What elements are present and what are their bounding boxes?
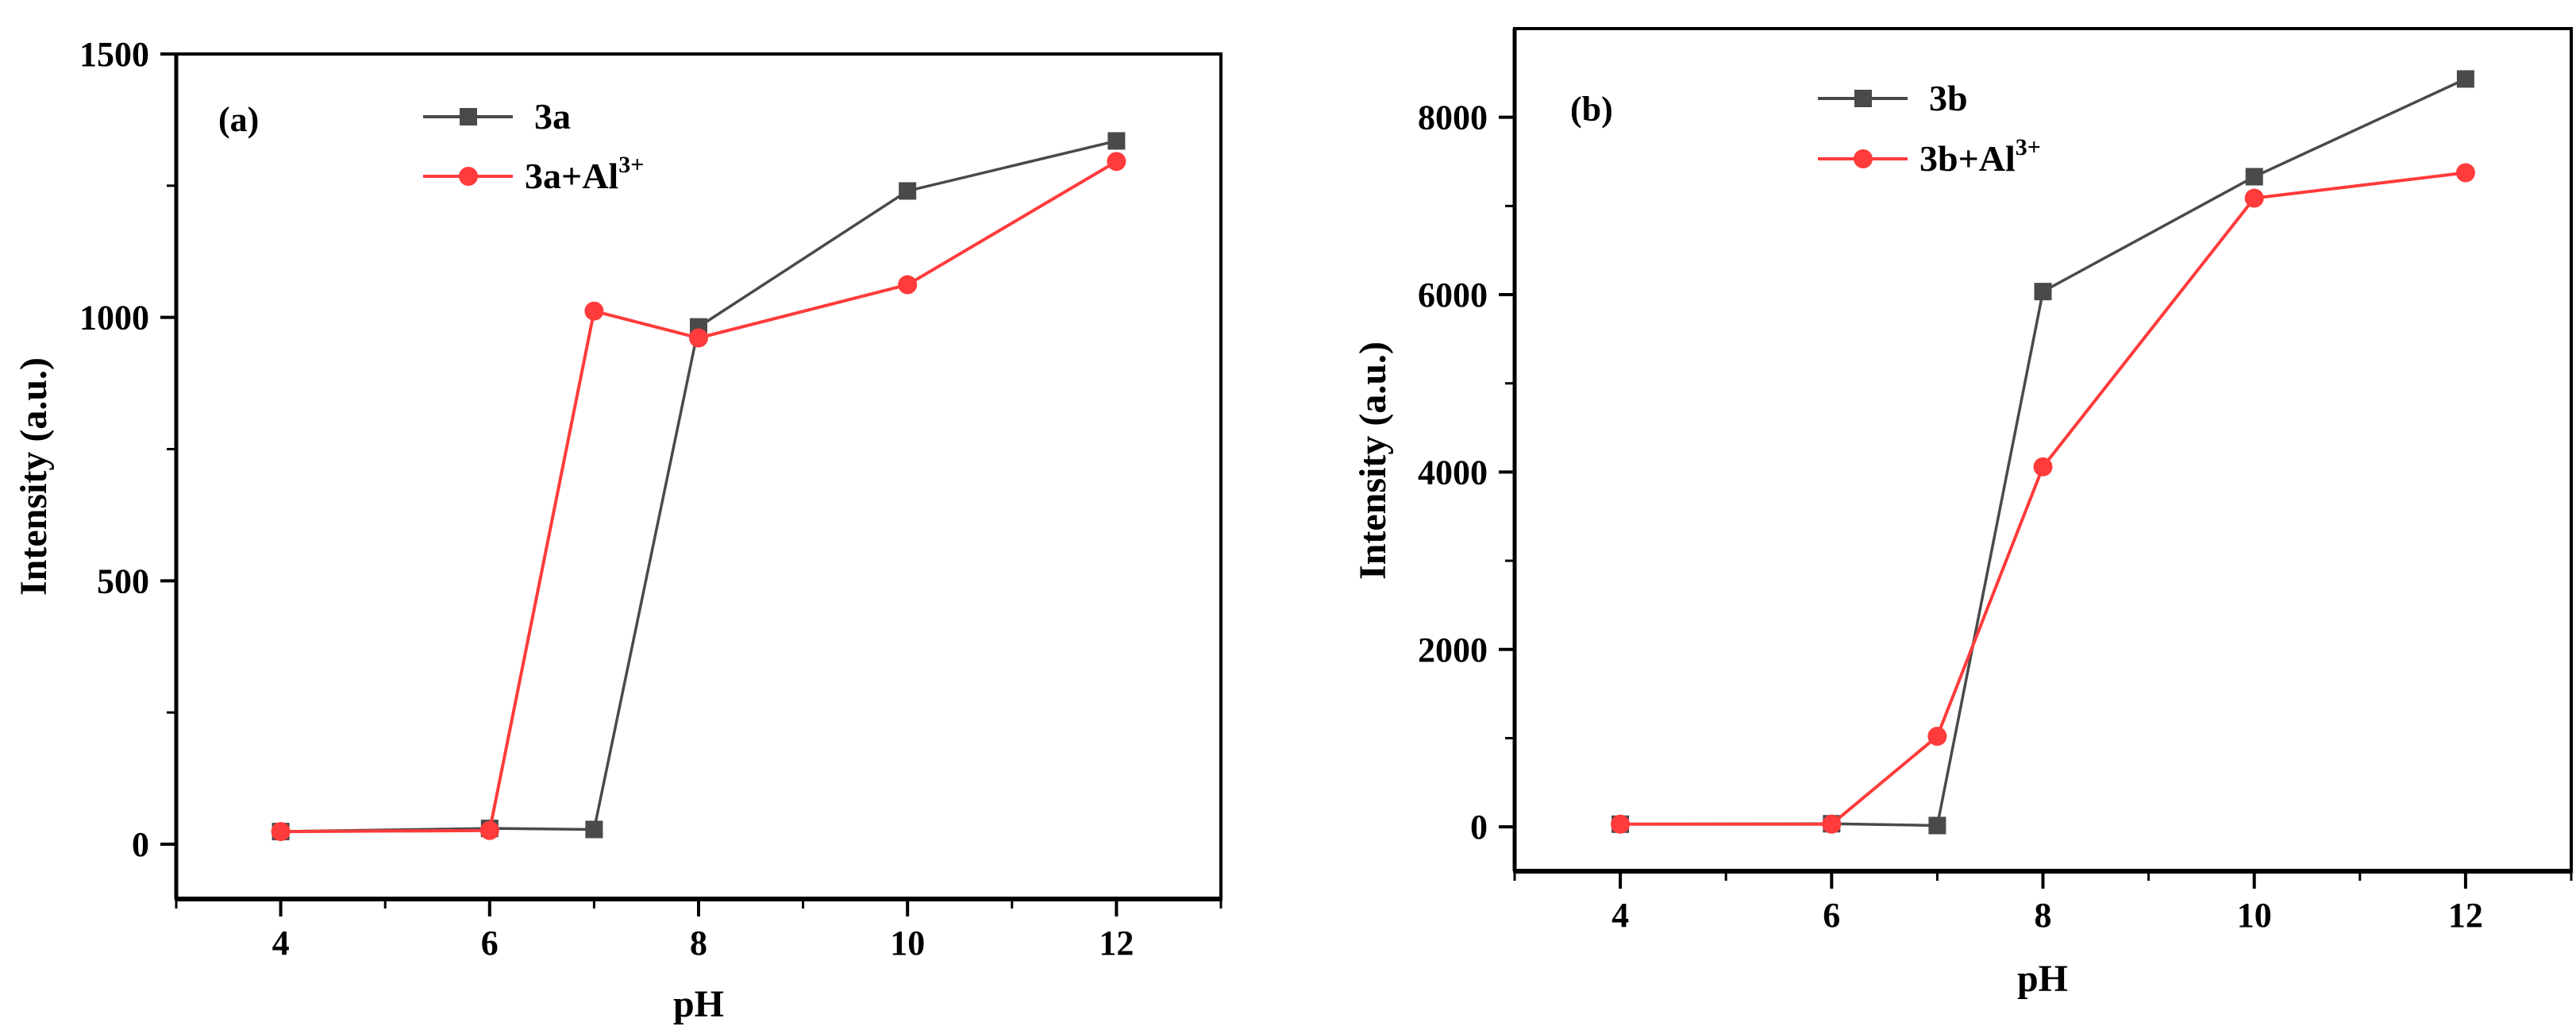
x-tick-label: 10 <box>890 924 925 963</box>
data-point-square <box>2245 168 2263 186</box>
x-tick-label: 4 <box>1611 896 1629 935</box>
y-tick-label: 1000 <box>79 299 149 338</box>
series-line <box>280 139 1117 833</box>
data-point-square <box>899 182 917 200</box>
y-tick-label: 0 <box>1470 808 1488 847</box>
y-tick-label: 4000 <box>1418 453 1488 492</box>
plot-frame <box>175 52 1223 901</box>
x-tick-label: 10 <box>2237 896 2272 935</box>
data-point-circle <box>584 301 604 321</box>
x-tick-label: 6 <box>481 924 499 963</box>
data-point-circle <box>479 820 499 840</box>
legend-label: 3b <box>1929 78 1968 118</box>
legend-square-marker-icon <box>1854 90 1872 107</box>
legend-label: 3b+Al3+ <box>1919 134 2041 179</box>
panel-label: (b) <box>1570 90 1613 129</box>
data-point-circle <box>1927 727 1947 747</box>
y-tick-label: 0 <box>132 825 149 864</box>
data-point-square <box>2456 70 2474 88</box>
chart-a: 4 6 8 10 12 0 500 1000 1500 pH Intensity (a.u.) (a)… <box>13 35 1223 1025</box>
y-axis-title: Intensity (a.u.) <box>13 357 55 596</box>
legend-circle-marker-icon <box>459 167 478 186</box>
x-tick-label: 8 <box>2035 896 2052 935</box>
series-line <box>280 160 1118 834</box>
series-3b-al <box>1611 163 2475 834</box>
x-tick-label: 8 <box>690 924 707 963</box>
x-tick-label: 6 <box>1823 896 1840 935</box>
legend-square-marker-icon <box>460 108 477 125</box>
x-axis-title: pH <box>673 983 724 1025</box>
chart-b: 4 6 8 10 12 0 2000 4000 6000 8000 pH Intensity (a.u… <box>1352 27 2573 1000</box>
data-point-circle <box>2455 163 2475 183</box>
series-line <box>1620 171 2466 826</box>
data-point-circle <box>1611 814 1631 834</box>
y-axis-title: Intensity (a.u.) <box>1352 341 1394 580</box>
series-3a-al <box>271 152 1126 842</box>
series-line <box>1620 77 2466 828</box>
data-point-circle <box>2244 188 2264 208</box>
series-3a <box>271 132 1126 841</box>
x-axis-title: pH <box>2017 958 2068 1000</box>
data-point-circle <box>271 822 291 842</box>
legend-item: 3b+Al3+ <box>1818 134 2041 179</box>
x-tick-label: 12 <box>2448 896 2483 935</box>
data-point-circle <box>2033 457 2053 476</box>
data-point-circle <box>689 328 708 348</box>
data-point-square <box>2034 283 2052 301</box>
legend-label: 3a <box>534 96 571 137</box>
y-tick-label: 8000 <box>1418 98 1488 137</box>
y-tick-label: 6000 <box>1418 276 1488 314</box>
data-point-square <box>1107 132 1126 150</box>
data-point-square <box>585 820 603 839</box>
legend-circle-marker-icon <box>1854 149 1873 168</box>
legend-item: 3a <box>423 96 571 137</box>
x-tick-label: 12 <box>1099 924 1134 963</box>
y-tick-label: 500 <box>97 561 149 600</box>
legend-item: 3b <box>1818 78 1968 118</box>
plot-frame <box>1513 27 2573 873</box>
legend-label: 3a+Al3+ <box>525 152 644 196</box>
legend-item: 3a+Al3+ <box>423 152 644 196</box>
data-point-circle <box>898 275 918 295</box>
data-point-circle <box>1107 152 1126 172</box>
y-tick-label: 2000 <box>1418 631 1488 669</box>
data-point-circle <box>1822 814 1842 834</box>
x-tick-label: 4 <box>272 924 290 963</box>
data-point-square <box>1928 816 1946 835</box>
panel-label: (a) <box>218 100 259 139</box>
y-tick-label: 1500 <box>79 35 149 74</box>
series-3b <box>1611 70 2474 835</box>
